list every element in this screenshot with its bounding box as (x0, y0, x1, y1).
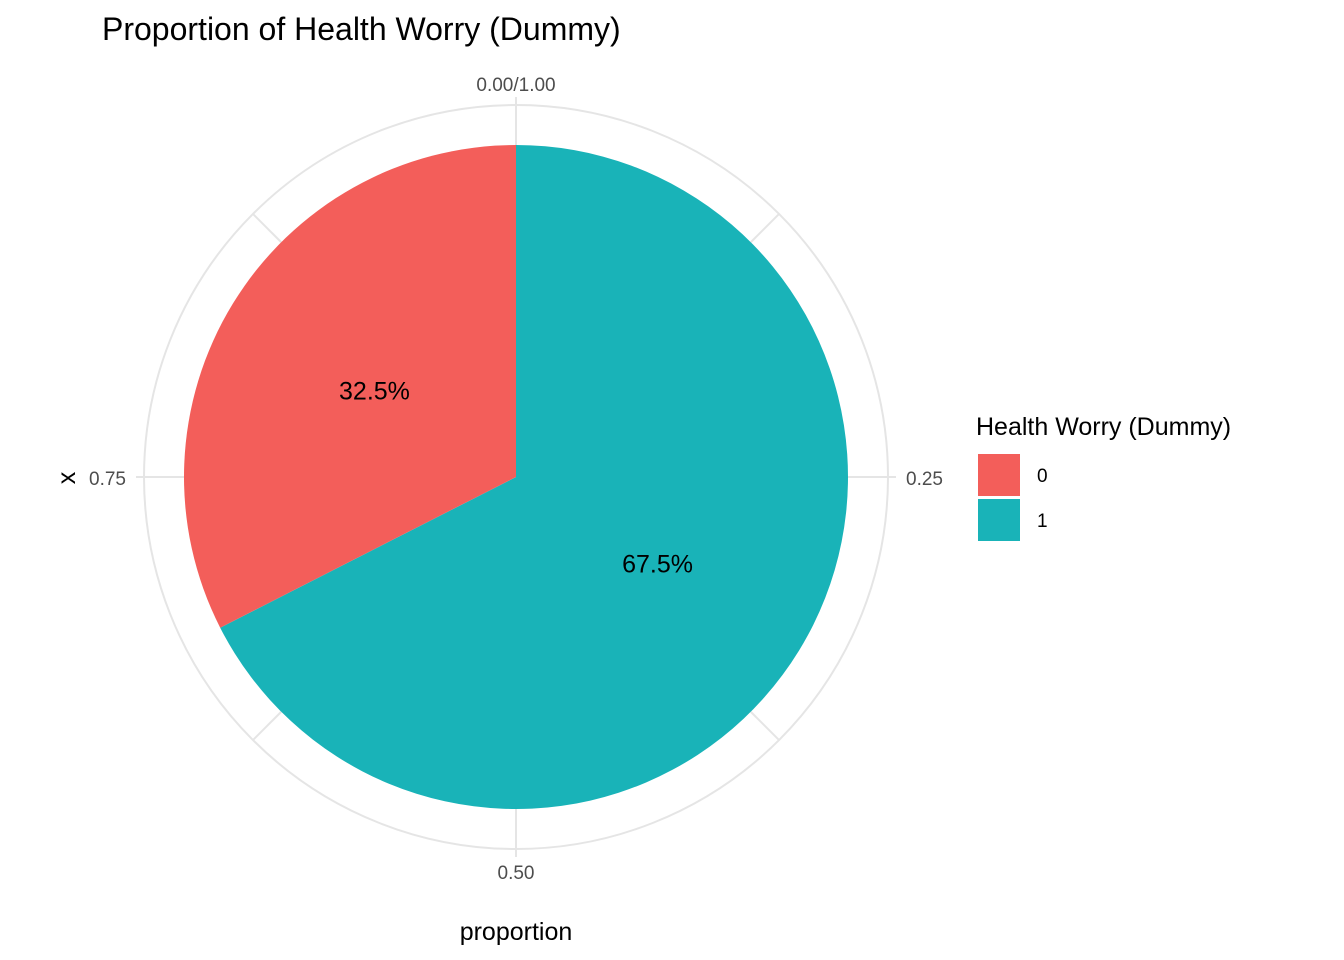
grid-line (252, 711, 282, 741)
pie-slice-0 (184, 145, 517, 628)
grid-line (252, 213, 282, 243)
legend: Health Worry (Dummy) 01 (976, 413, 1231, 541)
legend-key-1 (978, 499, 1020, 541)
theta-tick-label: 0.00/1.00 (476, 75, 555, 96)
x-axis-title: proportion (460, 918, 573, 946)
theta-tick-label: 0.75 (89, 469, 126, 490)
slice-labels: 67.5% 32.5% (339, 377, 693, 578)
y-axis-title: x (53, 471, 81, 484)
pie-slices (184, 145, 848, 809)
legend-label-1: 1 (1037, 511, 1048, 532)
legend-title: Health Worry (Dummy) (976, 413, 1231, 441)
legend-label-0: 0 (1037, 466, 1048, 487)
theta-tick-label: 0.50 (498, 863, 535, 884)
legend-key-0 (978, 454, 1020, 496)
pie-slice-1 (220, 145, 848, 809)
slice-label-0: 32.5% (339, 377, 410, 405)
theta-tick-label: 0.25 (906, 469, 943, 490)
slice-label-1: 67.5% (622, 551, 693, 579)
grid-line (750, 711, 780, 741)
theta-ticks: 0.00/1.00 0.25 0.50 0.75 (89, 75, 943, 884)
grid-line (750, 213, 780, 243)
chart-title: Proportion of Health Worry (Dummy) (102, 11, 621, 47)
legend-items: 01 (978, 454, 1048, 541)
